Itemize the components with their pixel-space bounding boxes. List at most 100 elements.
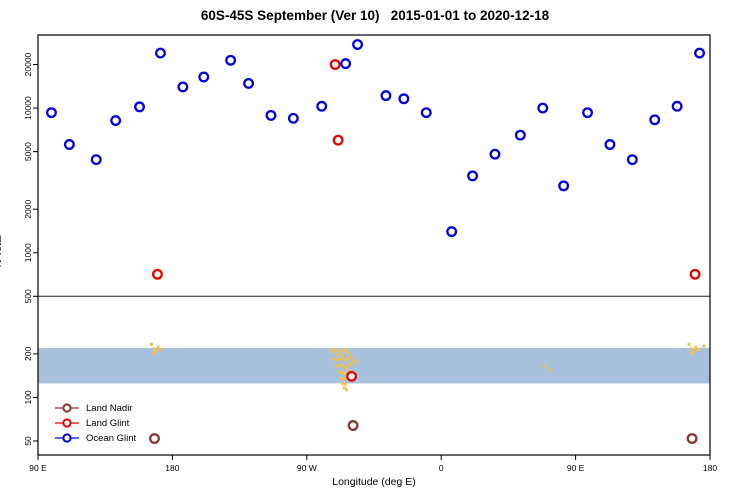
land-dot: [341, 371, 345, 375]
land-dot: [694, 345, 698, 349]
land-dot: [149, 342, 153, 346]
data-point-ocean-glint: [225, 54, 237, 66]
land-dot: [344, 371, 348, 375]
x-tick-label: 180: [703, 463, 717, 473]
chart-title: 60S-45S September (Ver 10) 2015-01-01 to…: [200, 8, 550, 23]
data-point-ocean-glint: [537, 102, 549, 114]
data-point-ocean-glint: [177, 81, 189, 93]
data-point-ocean-glint: [287, 112, 299, 124]
data-point-ocean-glint: [265, 109, 277, 121]
land-dot: [329, 348, 333, 352]
land-dot: [344, 358, 348, 362]
y-tick-label: 10000: [23, 96, 33, 120]
land-dot: [332, 357, 336, 361]
land-dot: [696, 348, 700, 352]
land-dot: [347, 357, 351, 361]
data-point-ocean-glint: [626, 154, 638, 166]
land-dot: [344, 388, 348, 392]
land-dot: [341, 381, 345, 385]
legend-label: Ocean Glint: [86, 432, 137, 444]
legend-symbol-icon: [55, 403, 79, 413]
data-point-ocean-glint: [604, 139, 616, 150]
legend-symbol-icon: [55, 433, 79, 443]
data-point-ocean-glint: [582, 107, 593, 119]
land-dot: [692, 349, 696, 353]
land-dot: [335, 364, 339, 368]
land-dot: [342, 349, 346, 353]
land-dot: [335, 358, 339, 362]
x-tick-label: 0: [439, 463, 444, 473]
map-band: [38, 347, 710, 384]
data-point-land-glint: [689, 268, 701, 280]
data-point-land-glint: [329, 59, 341, 70]
land-dot: [702, 344, 706, 348]
land-dot: [347, 364, 351, 368]
data-point-ocean-glint: [514, 129, 526, 141]
data-point-ocean-glint: [110, 115, 122, 127]
y-tick-label: 1000: [23, 243, 33, 262]
land-dot: [341, 356, 345, 360]
land-dot: [152, 347, 156, 351]
land-dot: [344, 382, 348, 386]
legend-label: Land Glint: [86, 417, 130, 429]
data-point-ocean-glint: [352, 39, 364, 50]
land-dot: [333, 348, 337, 352]
land-dot: [338, 349, 342, 353]
y-tick-label: 200: [23, 347, 33, 361]
y-tick-label: 500: [23, 289, 33, 303]
data-point-ocean-glint: [340, 58, 352, 70]
data-point-ocean-glint: [134, 101, 145, 113]
data-point-ocean-glint: [489, 148, 501, 160]
data-point-ocean-glint: [316, 100, 328, 112]
x-axis-label: Longitude (deg E): [332, 476, 416, 488]
data-point-land-glint: [346, 370, 358, 382]
data-point-land-glint: [152, 268, 163, 280]
data-point-ocean-glint: [671, 100, 683, 112]
land-dot: [156, 345, 160, 349]
land-dot: [339, 376, 343, 380]
x-tick-label: 180: [165, 463, 179, 473]
land-dot: [350, 362, 354, 366]
legend-symbol-icon: [55, 418, 79, 428]
land-dot: [342, 386, 346, 390]
data-point-land-nadir: [149, 433, 160, 444]
land-dot: [331, 350, 335, 354]
data-point-ocean-glint: [558, 180, 570, 192]
legend-item-land-nadir: Land Nadir: [54, 401, 136, 415]
data-point-ocean-glint: [243, 77, 255, 89]
land-dot: [158, 348, 162, 352]
land-dot: [344, 365, 348, 369]
data-point-ocean-glint: [420, 107, 432, 119]
legend-item-land-glint: Land Glint: [54, 416, 136, 430]
land-dot: [154, 349, 158, 353]
x-tick-label: 90 W: [297, 463, 317, 473]
data-point-ocean-glint: [63, 139, 75, 150]
data-point-ocean-glint: [398, 93, 410, 105]
land-dot: [341, 363, 345, 367]
y-tick-label: 5000: [23, 142, 33, 161]
legend-label: Land Nadir: [86, 402, 133, 414]
data-point-ocean-glint: [45, 107, 57, 119]
data-point-ocean-glint: [694, 47, 705, 59]
data-point-ocean-glint: [90, 154, 102, 166]
y-tick-label: 2000: [23, 199, 33, 218]
land-dot: [689, 347, 693, 351]
y-tick-label: 20000: [23, 52, 33, 76]
land-dot: [342, 377, 346, 381]
land-dot: [338, 370, 342, 374]
legend-item-ocean-glint: Ocean Glint: [54, 431, 136, 445]
legend: Land Nadir Land Glint Ocean Glint: [54, 401, 136, 445]
land-dot: [340, 353, 344, 357]
land-dot: [344, 348, 348, 352]
land-dot: [347, 369, 351, 373]
land-dot: [338, 357, 342, 361]
land-dot: [347, 351, 351, 355]
land-dot: [152, 351, 156, 355]
data-point-ocean-glint: [446, 226, 458, 238]
y-tick-label: 100: [23, 390, 33, 404]
land-dot: [690, 351, 694, 355]
data-point-ocean-glint: [155, 47, 166, 59]
data-point-land-glint: [332, 134, 344, 146]
